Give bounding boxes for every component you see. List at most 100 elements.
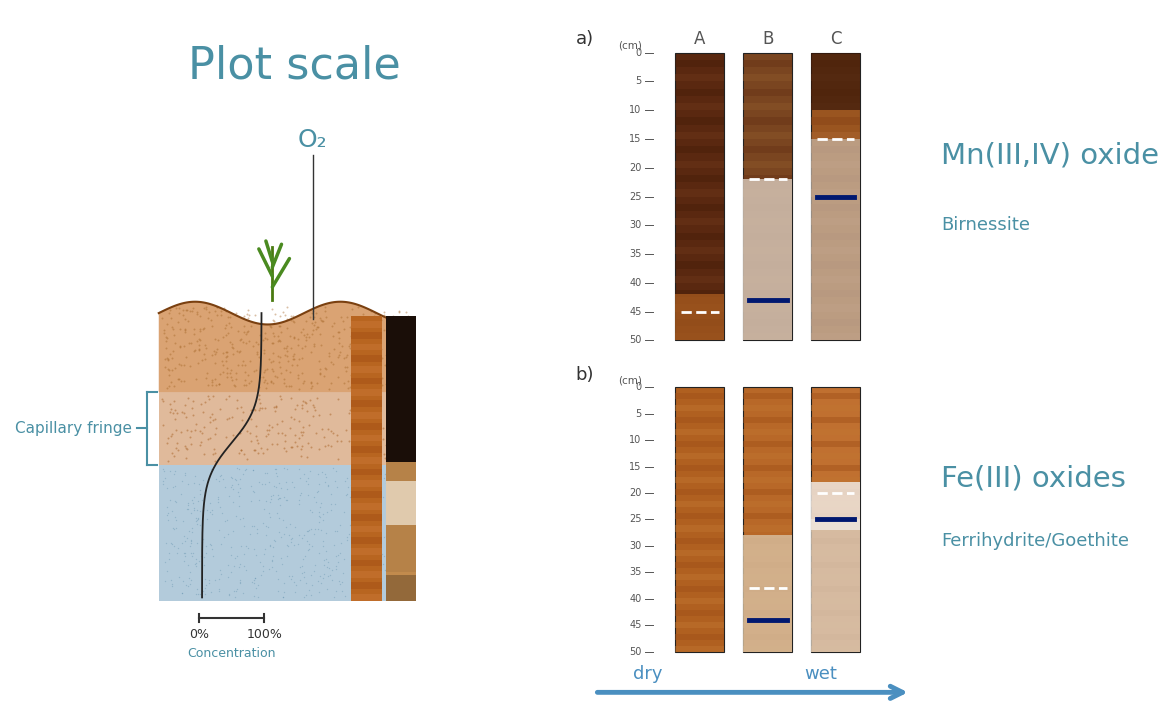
Point (270, 320, 289, 331)
Bar (350, 537, 382, 543)
Bar (743, 550, 793, 555)
Point (185, 324, 203, 335)
Point (256, 333, 275, 344)
Point (352, 516, 370, 527)
Point (261, 496, 280, 508)
Point (339, 383, 358, 394)
Point (385, 578, 403, 590)
Point (174, 359, 193, 371)
Point (314, 569, 333, 580)
Point (281, 392, 300, 403)
Point (386, 480, 405, 491)
Point (181, 579, 200, 590)
Point (381, 578, 400, 590)
Point (320, 347, 339, 359)
Point (363, 361, 382, 372)
Point (195, 559, 214, 571)
Point (386, 564, 405, 575)
Point (356, 425, 375, 437)
Point (358, 420, 376, 431)
Point (293, 426, 312, 437)
Point (233, 587, 252, 598)
Point (332, 537, 350, 548)
Point (362, 367, 381, 378)
Point (163, 408, 182, 419)
Point (261, 357, 280, 368)
Point (336, 352, 355, 363)
Point (395, 392, 414, 404)
Point (396, 340, 415, 351)
Point (272, 552, 290, 564)
Point (169, 316, 188, 327)
Point (188, 504, 207, 515)
Point (258, 425, 276, 436)
Point (218, 351, 236, 362)
Point (315, 362, 334, 373)
Bar (743, 429, 793, 435)
Point (230, 482, 249, 494)
Bar (811, 585, 860, 592)
Point (187, 306, 206, 317)
Bar (350, 514, 382, 521)
Point (353, 571, 372, 582)
Point (263, 314, 282, 326)
Point (156, 331, 175, 343)
Point (278, 302, 296, 313)
Point (335, 507, 354, 518)
Bar (350, 400, 382, 407)
Point (229, 500, 248, 511)
Point (187, 538, 206, 549)
Point (258, 378, 276, 389)
Point (366, 367, 385, 378)
Point (163, 581, 182, 592)
Point (199, 433, 218, 444)
Point (158, 318, 176, 329)
Point (366, 475, 385, 486)
Bar (350, 355, 382, 362)
Point (206, 306, 225, 317)
Point (154, 476, 173, 487)
Point (182, 494, 201, 505)
Point (362, 496, 381, 508)
Point (368, 430, 387, 441)
Point (374, 422, 393, 433)
Point (182, 536, 201, 547)
Point (234, 468, 253, 479)
Point (365, 526, 383, 538)
Point (321, 425, 340, 437)
Point (234, 549, 253, 560)
Point (361, 376, 380, 387)
Point (348, 505, 367, 516)
Bar (811, 319, 860, 326)
Bar (743, 453, 793, 459)
Point (335, 553, 354, 564)
Bar (811, 465, 860, 471)
Bar (675, 585, 724, 592)
Point (343, 337, 362, 348)
Bar (675, 294, 724, 340)
Point (342, 331, 361, 342)
Bar (743, 261, 793, 269)
Point (315, 476, 334, 487)
Point (158, 483, 176, 494)
Bar (743, 333, 793, 340)
Point (228, 479, 247, 490)
Point (263, 541, 282, 552)
Point (175, 324, 194, 336)
Point (383, 311, 402, 322)
Point (172, 406, 191, 418)
Point (269, 477, 288, 488)
Point (358, 558, 376, 569)
Point (382, 416, 401, 427)
Point (370, 541, 389, 552)
Point (350, 368, 369, 379)
Point (221, 567, 240, 578)
Text: 0: 0 (635, 382, 642, 392)
Point (346, 398, 365, 409)
Point (235, 520, 254, 531)
Point (181, 575, 200, 586)
Point (340, 340, 359, 352)
Point (269, 585, 288, 597)
Point (350, 560, 369, 571)
Bar (675, 232, 724, 240)
